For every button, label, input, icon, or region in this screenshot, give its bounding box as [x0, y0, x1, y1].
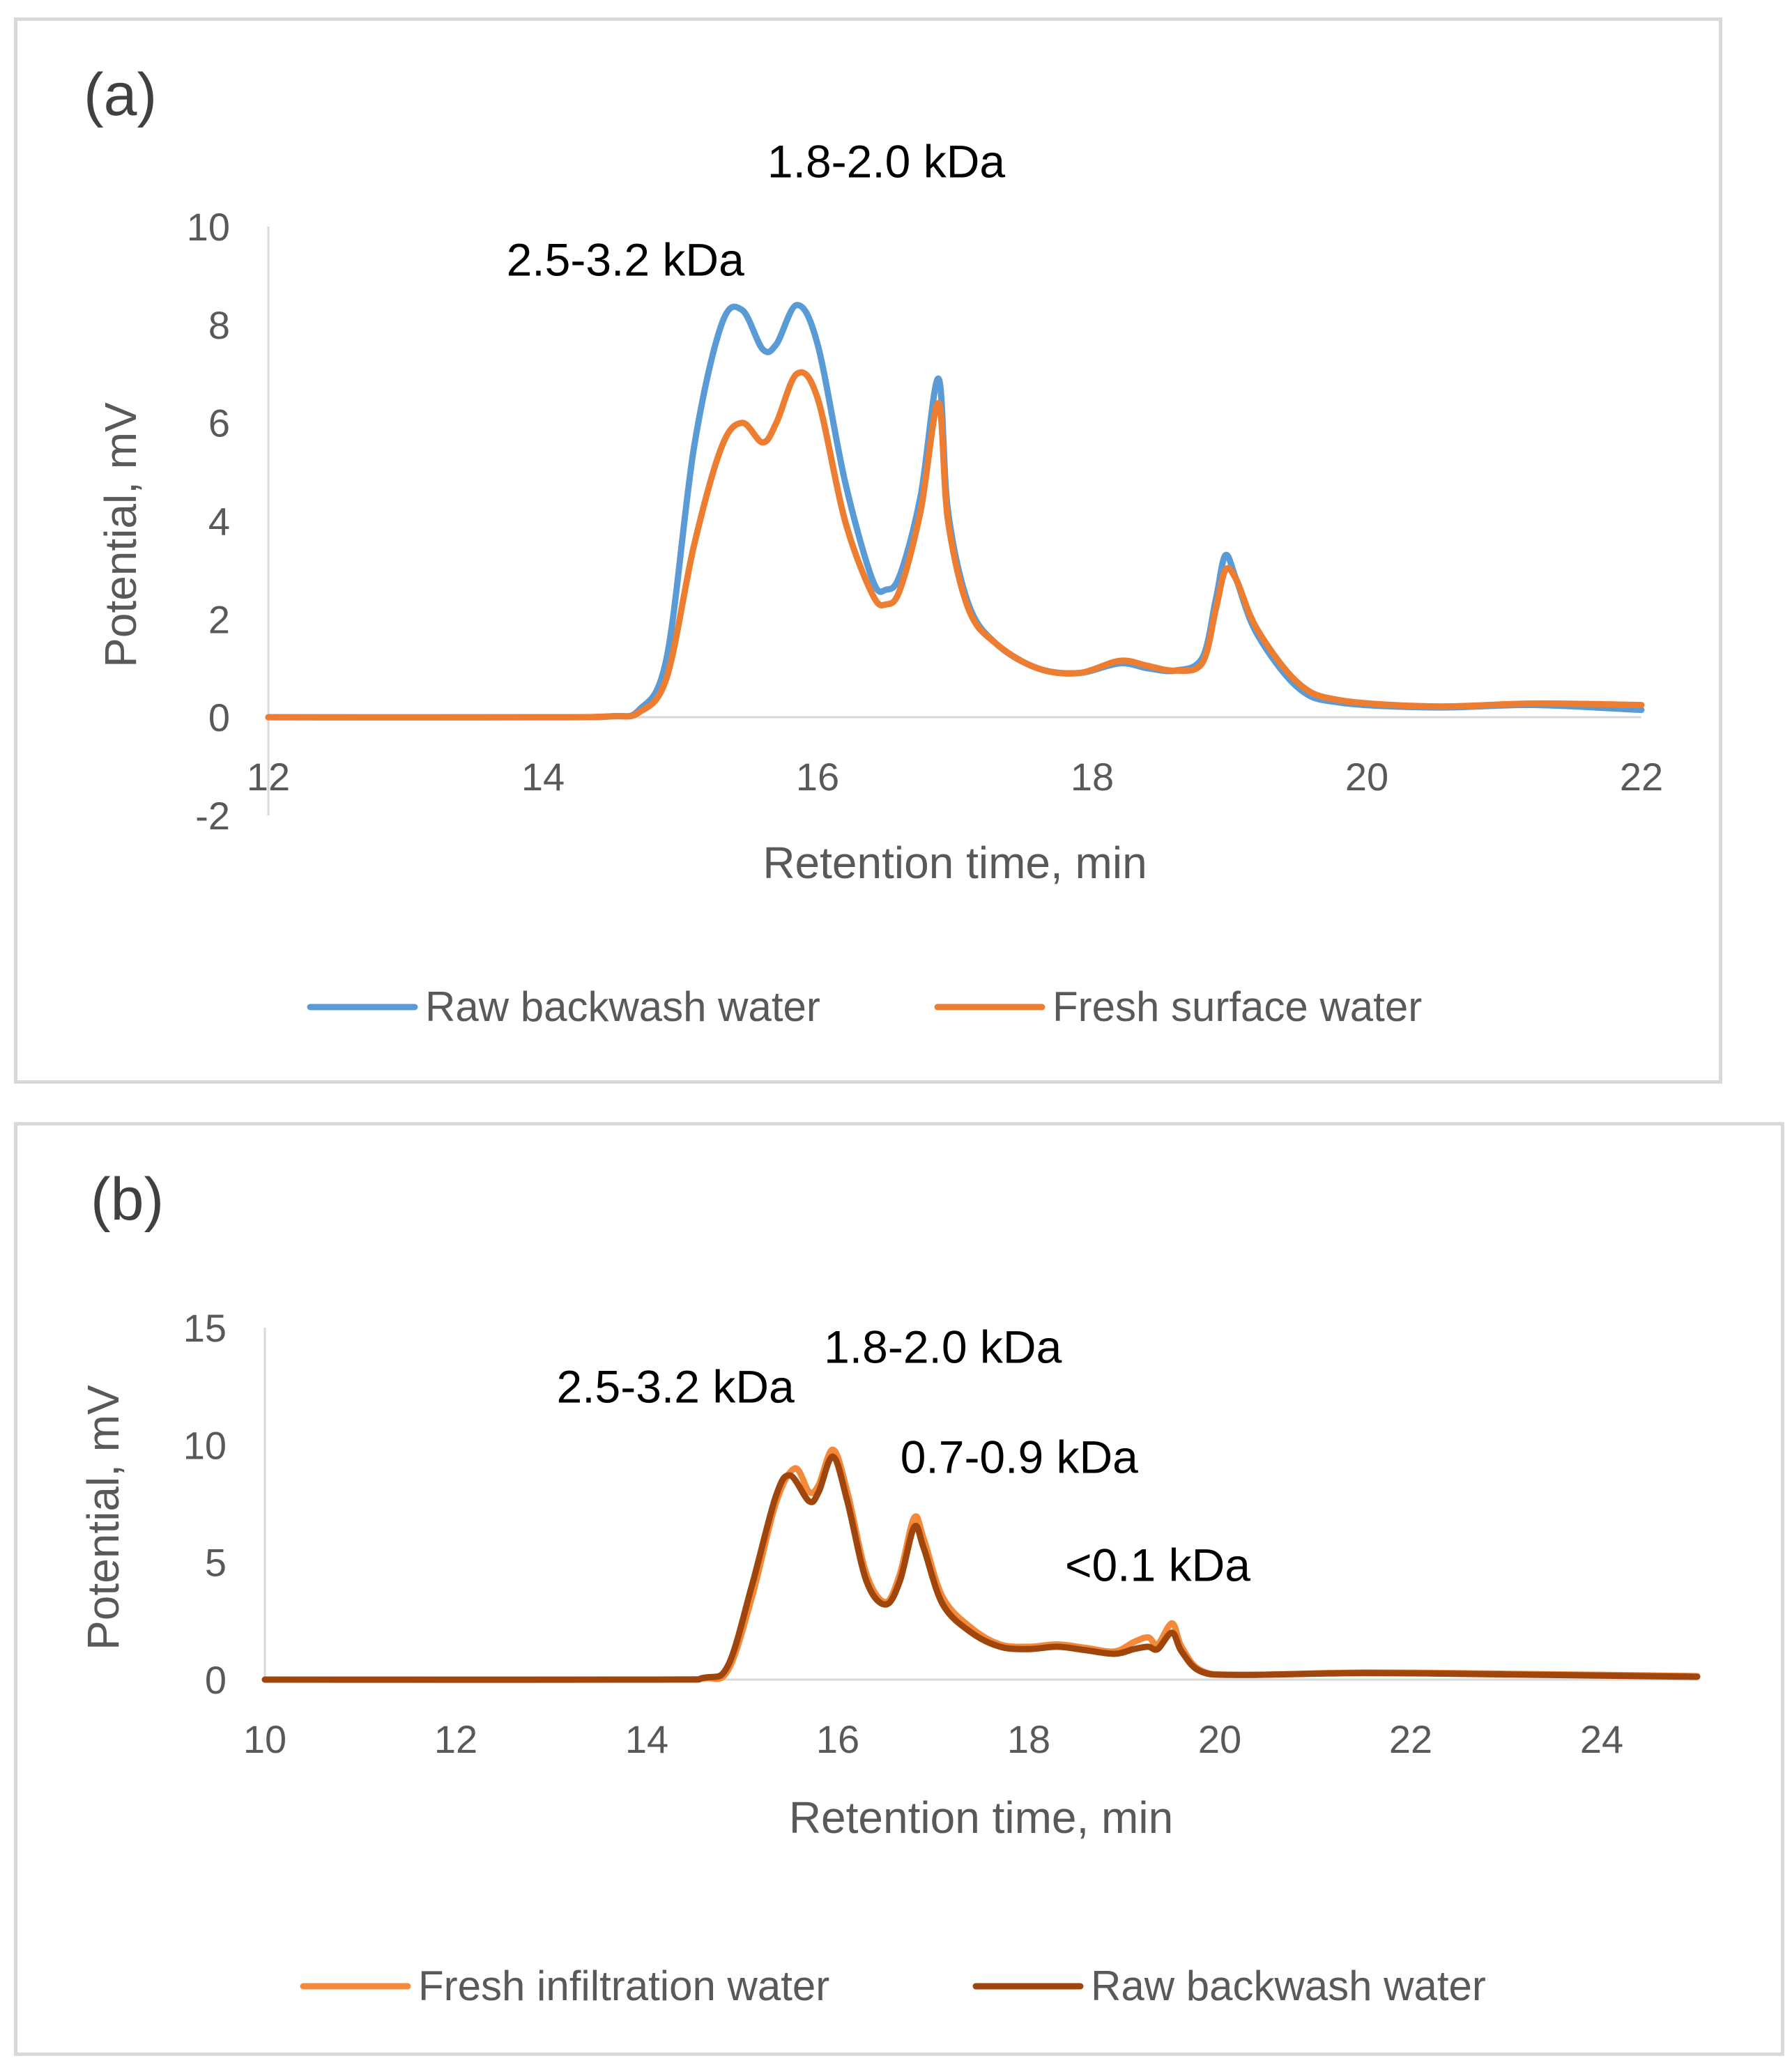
x-tick-label: 16 — [816, 1717, 859, 1761]
annotations-a: 1.8-2.0 kDa 2.5-3.2 kDa — [507, 136, 1006, 286]
legend-label: Fresh infiltration water — [418, 1963, 829, 2009]
series-line-2 — [261, 1453, 1701, 1683]
x-tick-label: 18 — [1007, 1717, 1050, 1761]
chart-panel-b: (b) Retention time, min Potential, mV 0 5… — [14, 1122, 1784, 2056]
legend-label: Raw backwash water — [425, 983, 820, 1030]
peak-annotation: 1.8-2.0 kDa — [824, 1321, 1062, 1373]
legend-label: Raw backwash water — [1091, 1963, 1486, 2009]
y-tick-label: 10 — [187, 205, 230, 249]
annotations-b: 2.5-3.2 kDa 1.8-2.0 kDa 0.7-0.9 kDa <0.1 kD… — [557, 1321, 1251, 1591]
x-tick-label: 20 — [1198, 1717, 1241, 1761]
y-tick-label: 8 — [208, 303, 230, 347]
x-tick-label: 10 — [243, 1717, 286, 1761]
y-tick-label: 4 — [208, 500, 230, 544]
chart-b-svg: (b) Retention time, min Potential, mV 0 5… — [78, 1166, 1701, 2009]
x-tick-label: 22 — [1620, 755, 1663, 799]
y-tick-label: 5 — [205, 1541, 227, 1585]
x-tick-label: 14 — [625, 1717, 668, 1761]
x-tick-label: 20 — [1345, 755, 1388, 799]
x-tick-label: 16 — [796, 755, 839, 799]
y-tick-label: 6 — [208, 401, 230, 445]
y-tick-label: 2 — [208, 597, 230, 641]
ticks-a: -2 0 2 4 6 8 10 12 14 16 18 20 22 — [187, 205, 1663, 838]
peak-annotation: <0.1 kDa — [1065, 1540, 1250, 1591]
x-axis-title-b: Retention time, min — [789, 1793, 1173, 1843]
ticks-b: 0 5 10 15 10 12 14 16 18 20 22 24 — [183, 1306, 1697, 1761]
x-tick-label: 14 — [521, 755, 565, 799]
peak-annotation: 2.5-3.2 kDa — [507, 233, 744, 285]
x-tick-label: 12 — [247, 755, 290, 799]
series-line-1 — [261, 1446, 1701, 1683]
panel-label-a: (a) — [84, 61, 157, 128]
x-tick-label: 22 — [1389, 1717, 1432, 1761]
y-axis-title-b: Potential, mV — [78, 1385, 128, 1650]
y-tick-label: 15 — [183, 1306, 227, 1350]
y-tick-label: 0 — [205, 1658, 227, 1702]
legend-a: Raw backwash water Fresh surface water — [307, 983, 1422, 1030]
series-lines-b — [261, 1446, 1701, 1683]
peak-annotation: 1.8-2.0 kDa — [767, 136, 1005, 187]
x-tick-label: 18 — [1071, 755, 1114, 799]
x-axis-title-a: Retention time, min — [763, 838, 1147, 888]
legend-label: Fresh surface water — [1052, 983, 1422, 1030]
y-axis-title-a: Potential, mV — [95, 402, 146, 668]
series-line-1 — [265, 302, 1645, 721]
x-tick-label: 12 — [434, 1717, 477, 1761]
y-tick-label: 10 — [183, 1423, 227, 1467]
panel-label-b: (b) — [91, 1166, 164, 1233]
legend-b: Fresh infiltration water Raw backwash wat… — [300, 1963, 1486, 2009]
series-lines-a — [265, 302, 1645, 721]
x-tick-label: 24 — [1580, 1717, 1623, 1761]
y-tick-label: -2 — [195, 794, 230, 838]
series-line-2 — [265, 369, 1645, 721]
peak-annotation: 2.5-3.2 kDa — [557, 1361, 795, 1413]
chart-panel-a: (a) Retention time, min Potential, mV -2… — [14, 17, 1722, 1084]
peak-annotation: 0.7-0.9 kDa — [901, 1431, 1138, 1483]
chart-a-svg: (a) Retention time, min Potential, mV -2… — [84, 61, 1663, 1030]
y-tick-label: 0 — [208, 696, 230, 739]
